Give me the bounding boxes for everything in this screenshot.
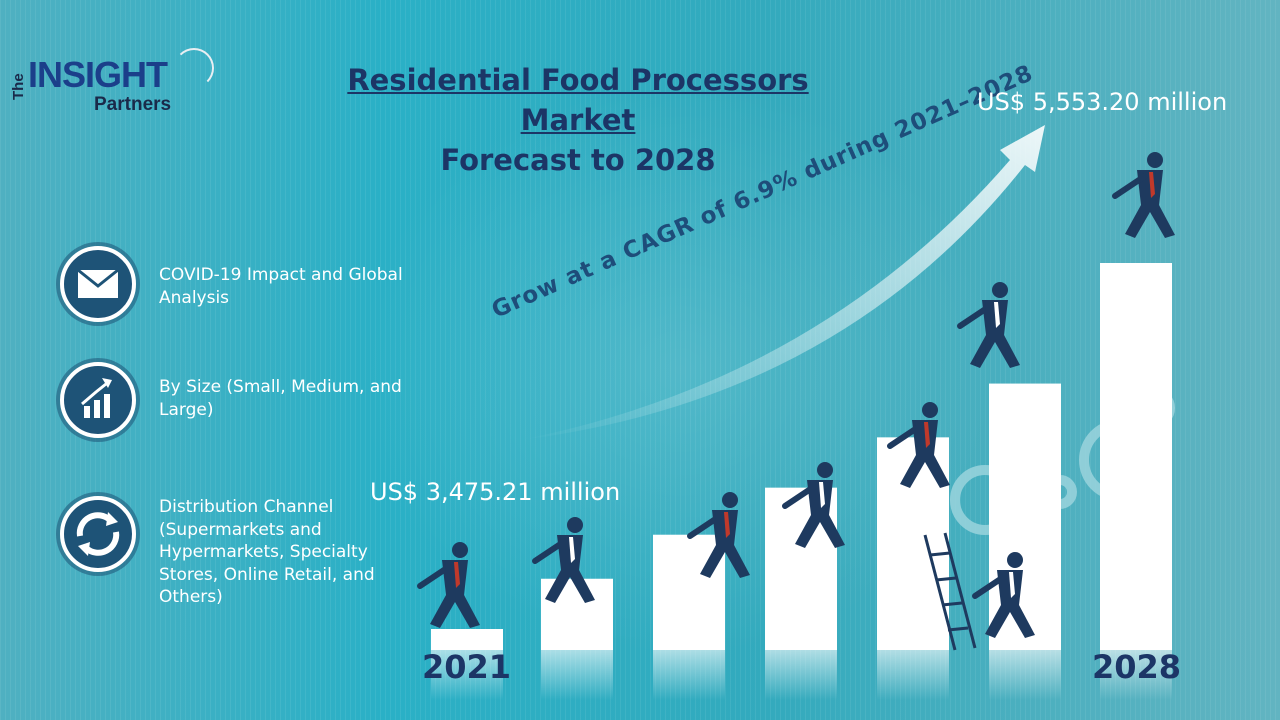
business-figure-8 xyxy=(972,552,1035,638)
recycle-arrows-icon xyxy=(60,496,136,572)
business-figure-1 xyxy=(417,542,480,628)
title-line-2: Forecast to 2028 xyxy=(440,143,716,177)
business-figure-2 xyxy=(532,517,595,603)
ladder xyxy=(923,532,977,651)
bar-reflection-1 xyxy=(431,650,503,700)
business-figure-7 xyxy=(1112,152,1175,238)
feature-size: By Size (Small, Medium, and Large) xyxy=(159,377,402,420)
bar-1 xyxy=(431,629,503,650)
insight-partners-logo: The INSIGHT Partners xyxy=(6,48,216,122)
business-figure-3 xyxy=(687,492,750,578)
bar-reflection-5 xyxy=(877,650,949,700)
logo-insight: INSIGHT xyxy=(28,54,168,95)
logo-swoosh xyxy=(174,48,214,88)
title-line-1: Residential Food Processors Market xyxy=(347,63,809,137)
business-figure-6 xyxy=(957,282,1020,368)
start-value-label: US$ 3,475.21 million xyxy=(370,478,621,506)
end-year-label: 2028 xyxy=(1092,648,1182,686)
bar-reflection-7 xyxy=(1100,650,1172,700)
feature-covid: COVID-19 Impact and Global Analysis xyxy=(159,265,403,308)
feature-distribution: Distribution Channel (Supermarkets and H… xyxy=(159,497,375,607)
bar-reflection-2 xyxy=(541,650,613,700)
bar-reflection-4 xyxy=(765,650,837,700)
bar-reflection-6 xyxy=(989,650,1061,700)
bar-7 xyxy=(1100,263,1172,650)
bar-reflection-3 xyxy=(653,650,725,700)
business-figure-4 xyxy=(782,462,845,548)
envelope-icon xyxy=(60,246,136,322)
start-year-label: 2021 xyxy=(422,648,512,686)
logo-partners: Partners xyxy=(94,94,172,115)
growth-chart-icon xyxy=(60,362,136,438)
business-figure-5 xyxy=(887,402,950,488)
end-value-label: US$ 5,553.20 million xyxy=(977,88,1228,116)
page-title: Residential Food Processors Market Forec… xyxy=(290,60,866,180)
